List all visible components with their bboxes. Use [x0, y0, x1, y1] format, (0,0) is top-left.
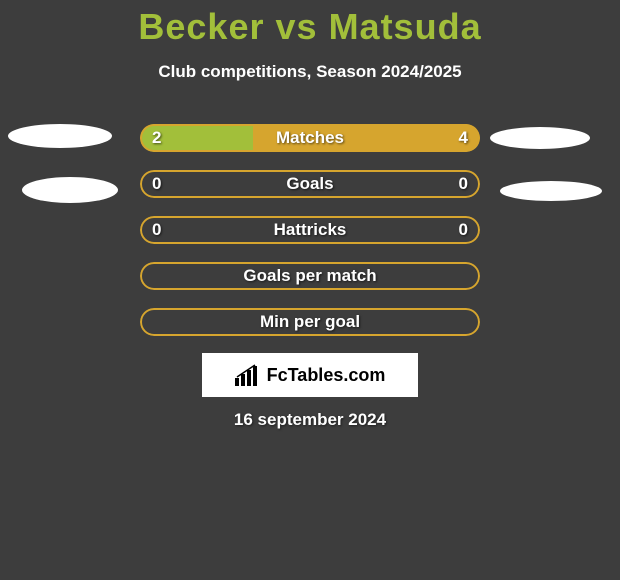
stat-row: Min per goal — [0, 308, 620, 336]
stat-value-right: 0 — [459, 170, 468, 198]
brand-badge: FcTables.com — [202, 353, 418, 397]
comparison-subtitle: Club competitions, Season 2024/2025 — [0, 62, 620, 82]
vs-text: vs — [276, 6, 318, 47]
stat-value-left: 0 — [152, 216, 161, 244]
stats-container: Matches24Goals00Hattricks00Goals per mat… — [0, 124, 620, 336]
date-text: 16 september 2024 — [0, 410, 620, 430]
side-indicator-left — [22, 177, 118, 203]
stat-label: Min per goal — [140, 308, 480, 336]
player2-name: Matsuda — [329, 6, 482, 47]
stat-value-right: 0 — [459, 216, 468, 244]
player1-name: Becker — [138, 6, 264, 47]
stat-label: Hattricks — [140, 216, 480, 244]
stat-bar: Min per goal — [140, 308, 480, 336]
stat-bar: Goals per match — [140, 262, 480, 290]
bar-border — [140, 170, 480, 198]
bar-border — [140, 262, 480, 290]
bar-border — [140, 216, 480, 244]
stat-bar: Goals0 0 — [140, 170, 480, 198]
stat-row: Goals per match — [0, 262, 620, 290]
comparison-title: Becker vs Matsuda — [0, 0, 620, 48]
bar-border — [140, 308, 480, 336]
side-indicator-right — [500, 181, 602, 201]
stat-bar: Hattricks0 0 — [140, 216, 480, 244]
stat-label: Goals — [140, 170, 480, 198]
brand-text: FcTables.com — [267, 365, 386, 386]
bar-fill-left — [140, 124, 253, 152]
bars-icon — [235, 364, 261, 386]
stat-label: Goals per match — [140, 262, 480, 290]
stat-value-left: 0 — [152, 170, 161, 198]
side-indicator-right — [490, 127, 590, 149]
stat-row: Hattricks0 0 — [0, 216, 620, 244]
stat-bar: Matches24 — [140, 124, 480, 152]
bar-fill-right — [253, 124, 480, 152]
side-indicator-left — [8, 124, 112, 148]
